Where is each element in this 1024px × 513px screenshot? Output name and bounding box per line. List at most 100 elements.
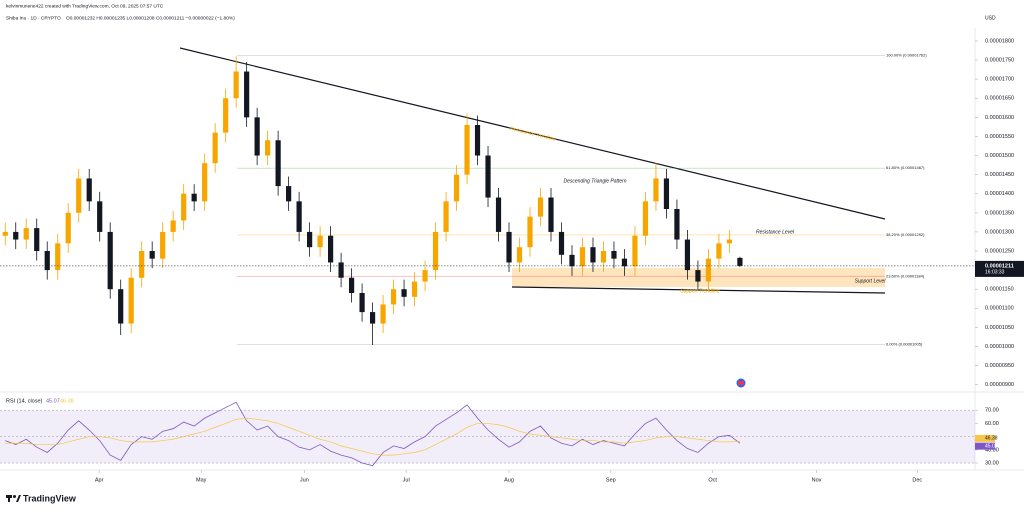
candle-body [558,231,565,255]
y-tick-label: 0.00001050 [985,325,1014,331]
candle-body [233,71,239,99]
candle-body [149,251,155,259]
value-box [975,442,995,450]
candle-body [726,239,733,244]
y-tick-label: 0.00001150 [985,287,1014,293]
candle-body [369,312,376,324]
y-tick-label: 60.00 [985,421,999,427]
candle-body [34,228,40,252]
candle-body [537,197,544,217]
candle-body [359,293,365,313]
indicator-value: 46.38 [60,398,74,404]
candle-body [569,254,575,267]
y-tick-label: 0.00000900 [985,382,1014,388]
candle-body [254,117,260,156]
logo-mark [16,495,21,502]
flag-icon [736,378,746,388]
candle-body [107,231,113,290]
candle-body [181,193,187,221]
candle-body [160,231,166,259]
support-trendline [511,286,886,294]
y-tick-label: 0.00001350 [985,210,1014,216]
y-tick-label: 0.00001500 [985,153,1014,159]
y-tick-label: 0.00001800 [985,38,1014,44]
candle-body [128,277,134,324]
candle-body [684,239,691,271]
candle-body [191,193,197,202]
candle-body [579,247,586,267]
candle-body [44,251,50,271]
logo-mark [8,497,10,502]
candle-body [296,201,302,232]
fib-label: 0.00% (0.00001005) [886,342,923,347]
y-tick-label: 0.00000950 [985,363,1014,369]
candle-body [411,281,418,297]
candle-body [307,231,313,248]
y-tick-label: 0.00001450 [985,172,1014,178]
annotation: Descending Triangle Pattern [564,178,627,184]
value-box-label: 45.07 [985,443,998,449]
candle-body [65,212,71,244]
y-tick-label: 0.00001750 [985,58,1014,64]
candle-body [432,231,439,271]
value-box [975,434,995,442]
candle-body [76,178,82,213]
candle-body [716,243,722,259]
candle-body [390,289,397,305]
candle-body [275,140,281,187]
y-tick-label: 0.00001300 [985,229,1014,235]
y-tick-label: 30.00 [985,460,999,466]
y-tick-label: 0.00001250 [985,248,1014,254]
y-tick-label: 0.00001000 [985,344,1014,350]
candle-body [590,247,596,263]
candle-body [453,174,460,202]
x-tick-label: Oct [708,477,717,483]
rsi-line [5,401,741,467]
indicator-value: 45.07 [46,398,60,404]
annotation: Resistance Level [756,229,795,235]
candle-body [286,186,292,202]
candle-body [663,178,670,209]
y-tick-label: 70.00 [985,408,999,414]
fib-label: 61.80% (0.00001467) [886,165,925,170]
candle-body [212,132,218,164]
y-tick-label: 0.00001400 [985,191,1014,197]
candle-body [244,71,250,118]
candle-body [401,289,407,297]
candle-body [23,228,29,240]
logo-text: TradingView [23,493,77,503]
last-price-label: 0.00001211 [985,263,1014,269]
candle-body [548,197,554,232]
candle-body [474,124,481,156]
x-tick-label: Jul [403,477,410,483]
candle-body [317,235,323,248]
candle-body [422,270,428,282]
y-tick-label: 0.00001700 [985,77,1014,83]
symbol: Shiba Inu · 1D · CRYPTO [6,15,61,21]
candle-body [621,258,628,267]
ohlc: O0.00001232 H0.00001235 L0.00001208 C0.0… [66,15,235,21]
candle-body [495,197,502,232]
x-tick-label: Apr [95,477,104,483]
x-tick-label: Dec [912,477,922,483]
candle-body [632,235,638,267]
resistance-trendline [179,47,886,220]
candle-body [2,231,8,236]
logo: TradingView [6,493,77,503]
candle-body [13,231,19,240]
x-tick-label: May [196,477,207,483]
y-tick-label: 40.00 [985,447,999,453]
candle-body [118,289,124,324]
candle-body [265,140,271,156]
y-tick-label: 0.00001550 [985,134,1014,140]
annotation: Support Level [855,278,887,284]
x-tick-label: Jun [300,477,309,483]
candle-body [202,163,208,202]
candle-body [527,216,533,248]
candle-body [705,258,712,282]
candle-body [170,220,176,232]
fib-label: 38.20% (0.00001292) [886,232,925,237]
